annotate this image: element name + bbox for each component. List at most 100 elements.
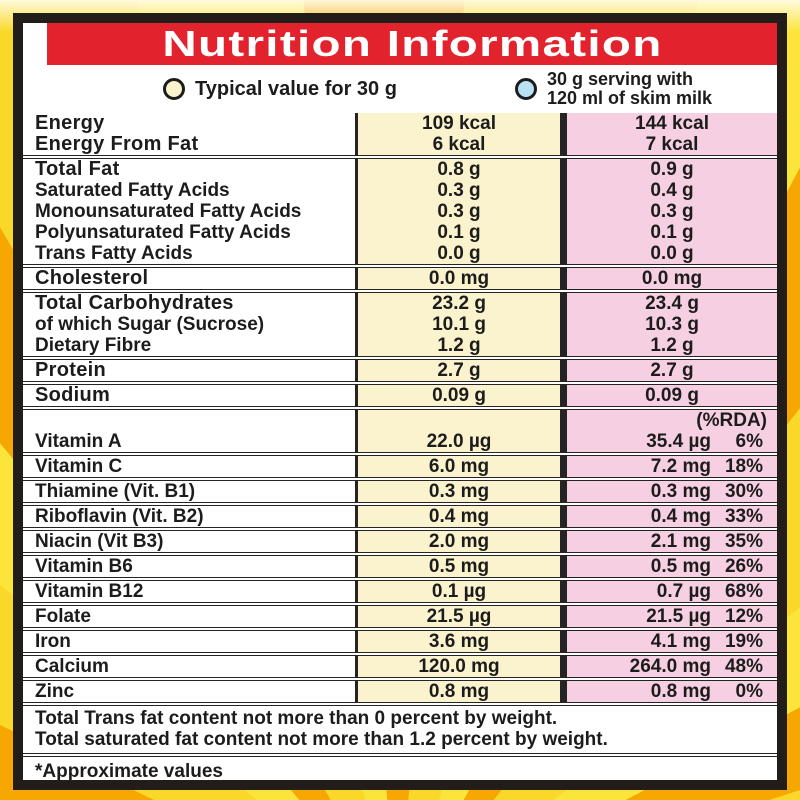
nutrient-label: Sodium	[35, 384, 111, 406]
table-row: Trans Fatty Acids 0.0 g 0.0 g	[23, 243, 777, 264]
table-row: Total Carbohydrates 23.2 g 23.4 g	[23, 293, 777, 314]
milk-value-with-rda: 0.3 mg 30%	[567, 481, 777, 502]
milk-value: 144 kcal	[567, 113, 777, 134]
typical-value: 0.5 mg	[355, 556, 567, 577]
typical-value: 23.2 g	[355, 293, 567, 314]
milk-value: 0.0 g	[567, 243, 777, 264]
group-sodium: Sodium 0.09 g 0.09 g	[23, 385, 777, 410]
nutrient-label: Calcium	[35, 656, 109, 677]
table-row: Monounsaturated Fatty Acids 0.3 g 0.3 g	[23, 201, 777, 222]
typical-value: 1.2 g	[355, 335, 567, 356]
nutrient-label: Riboflavin (Vit. B2)	[35, 506, 204, 527]
nutrient-label: Protein	[35, 359, 106, 381]
table-row: Energy From Fat 6 kcal 7 kcal	[23, 134, 777, 155]
group-protein: Protein 2.7 g 2.7 g	[23, 360, 777, 385]
milk-value: 0.0 mg	[567, 268, 777, 289]
typical-value: 0.3 g	[355, 180, 567, 201]
nutrient-label: Monounsaturated Fatty Acids	[35, 201, 302, 222]
group-calcium: Calcium 120.0 mg 264.0 mg 48%	[23, 656, 777, 681]
nutrient-label: Vitamin B12	[35, 581, 144, 602]
milk-value: 0.3 g	[567, 201, 777, 222]
rda-percent: 48%	[724, 656, 763, 677]
nutrient-label: Iron	[35, 631, 71, 652]
nutrient-label: Cholesterol	[35, 267, 149, 289]
milk-value: 2.1 mg	[650, 531, 711, 552]
table-row: Niacin (Vit B3) 2.0 mg 2.1 mg 35%	[23, 531, 777, 552]
table-row: Saturated Fatty Acids 0.3 g 0.4 g	[23, 180, 777, 201]
milk-value: 0.7 µg	[656, 581, 711, 602]
table-row: Sodium 0.09 g 0.09 g	[23, 385, 777, 406]
table-row: Polyunsaturated Fatty Acids 0.1 g 0.1 g	[23, 222, 777, 243]
milk-value-with-rda: 0.5 mg 26%	[567, 556, 777, 577]
nutrient-label: Energy From Fat	[35, 133, 199, 155]
typical-value: 2.0 mg	[355, 531, 567, 552]
table-row: Thiamine (Vit. B1) 0.3 mg 0.3 mg 30%	[23, 481, 777, 502]
nutrient-label: Zinc	[35, 681, 75, 702]
table-row: Dietary Fibre 1.2 g 1.2 g	[23, 335, 777, 356]
typical-value: 6.0 mg	[355, 456, 567, 477]
nutrient-label: Dietary Fibre	[35, 335, 152, 356]
table-row: Vitamin C 6.0 mg 7.2 mg 18%	[23, 456, 777, 477]
nutrient-label: Total Fat	[35, 158, 120, 180]
group-folate: Folate 21.5 µg 21.5 µg 12%	[23, 606, 777, 631]
table-row: Calcium 120.0 mg 264.0 mg 48%	[23, 656, 777, 677]
rda-percent: 0%	[735, 681, 763, 702]
rda-percent: 68%	[724, 581, 763, 602]
nutrient-label: Saturated Fatty Acids	[35, 180, 230, 201]
legend: Typical value for 30 g 30 g serving with…	[23, 65, 777, 113]
milk-value: 0.5 mg	[650, 556, 711, 577]
nutrition-label-panel: Nutrition Information Typical value for …	[13, 13, 787, 790]
group-vitamin-b12: Vitamin B12 0.1 µg 0.7 µg 68%	[23, 581, 777, 606]
nutrient-label: Niacin (Vit B3)	[35, 531, 164, 552]
milk-value-with-rda: 264.0 mg 48%	[567, 656, 777, 677]
milk-value: 0.1 g	[567, 222, 777, 243]
milk-value: 10.3 g	[567, 314, 777, 335]
rda-percent: 12%	[724, 606, 763, 627]
rda-header: (%RDA)	[696, 410, 767, 431]
milk-value-with-rda: 0.4 mg 33%	[567, 506, 777, 527]
rda-percent: 30%	[724, 481, 763, 502]
group-vitamin-b6: Vitamin B6 0.5 mg 0.5 mg 26%	[23, 556, 777, 581]
nutrient-label: Polyunsaturated Fatty Acids	[35, 222, 291, 243]
table-row: Iron 3.6 mg 4.1 mg 19%	[23, 631, 777, 652]
table-row: Riboflavin (Vit. B2) 0.4 mg 0.4 mg 33%	[23, 506, 777, 527]
typical-value: 6 kcal	[355, 134, 567, 155]
legend-typical-label: Typical value for 30 g	[195, 77, 397, 100]
footnotes: Total Trans fat content not more than 0 …	[23, 706, 777, 757]
rda-percent: 35%	[724, 531, 763, 552]
title-banner: Nutrition Information	[47, 23, 777, 65]
rda-percent: 33%	[724, 506, 763, 527]
typical-value: 109 kcal	[355, 113, 567, 134]
table-row: Folate 21.5 µg 21.5 µg 12%	[23, 606, 777, 627]
milk-value: 7 kcal	[567, 134, 777, 155]
typical-value: 0.09 g	[355, 385, 567, 406]
table-row: of which Sugar (Sucrose) 10.1 g 10.3 g	[23, 314, 777, 335]
milk-value: 0.3 mg	[650, 481, 711, 502]
nutrition-table: Energy 109 kcal 144 kcal Energy From Fat…	[23, 113, 777, 706]
group-vitamin-c: Vitamin C 6.0 mg 7.2 mg 18%	[23, 456, 777, 481]
approximate-values-note: *Approximate values	[35, 761, 223, 782]
table-row: Energy 109 kcal 144 kcal	[23, 113, 777, 134]
typical-value: 120.0 mg	[355, 656, 567, 677]
milk-value: 7.2 mg	[650, 456, 711, 477]
group-carbohydrates: Total Carbohydrates 23.2 g 23.4 g of whi…	[23, 293, 777, 360]
milk-value: 35.4 µg	[646, 431, 711, 452]
group-cholesterol: Cholesterol 0.0 mg 0.0 mg	[23, 268, 777, 293]
nutrient-label: of which Sugar (Sucrose)	[35, 314, 265, 335]
nutrient-label: Vitamin C	[35, 456, 123, 477]
typical-value: 2.7 g	[355, 360, 567, 381]
typical-value: 0.0 mg	[355, 268, 567, 289]
milk-value: 0.8 mg	[650, 681, 711, 702]
milk-value-with-rda: 0.7 µg 68%	[567, 581, 777, 602]
group-iron: Iron 3.6 mg 4.1 mg 19%	[23, 631, 777, 656]
typical-value: 0.3 mg	[355, 481, 567, 502]
milk-value: 0.4 g	[567, 180, 777, 201]
milk-value-with-rda: 21.5 µg 12%	[567, 606, 777, 627]
milk-value: 2.7 g	[567, 360, 777, 381]
table-row: Vitamin B6 0.5 mg 0.5 mg 26%	[23, 556, 777, 577]
nutrient-label: Total Carbohydrates	[35, 292, 234, 314]
legend-with-milk-label: 30 g serving with 120 ml of skim milk	[546, 69, 713, 108]
yellow-swatch-icon	[163, 78, 185, 100]
nutrient-label: Thiamine (Vit. B1)	[35, 481, 196, 502]
table-row: Cholesterol 0.0 mg 0.0 mg	[23, 268, 777, 289]
